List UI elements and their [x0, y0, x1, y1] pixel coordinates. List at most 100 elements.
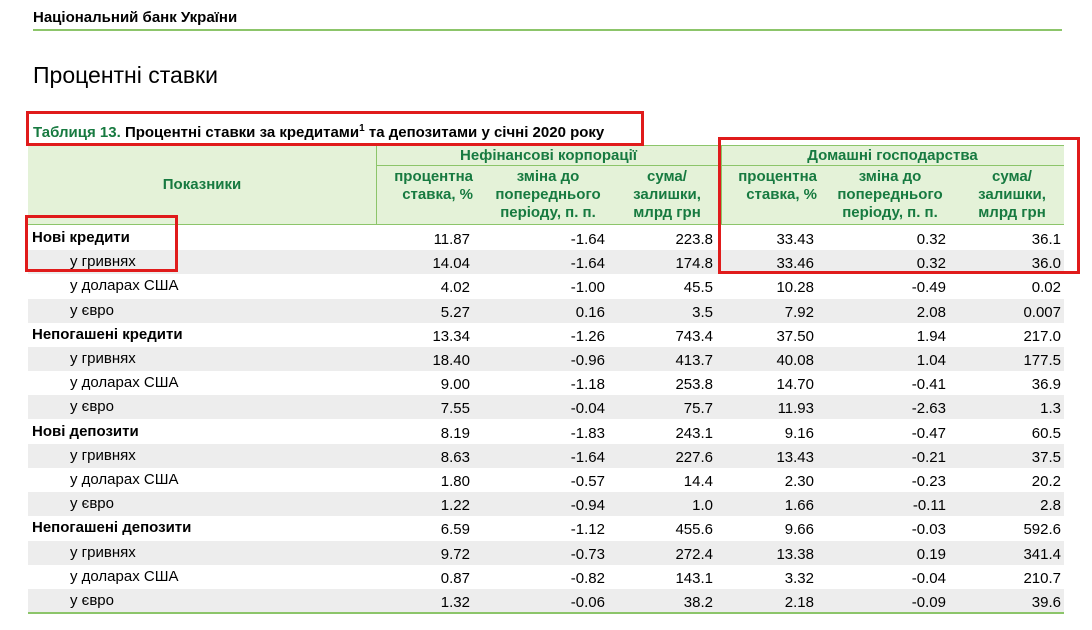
table-cell: 1.3 [1040, 400, 1061, 418]
table-row: у євро 5.27 0.16 3.5 7.92 2.08 0.007 [28, 298, 1064, 323]
table-cell: 7.55 [440, 400, 470, 418]
table-cell: 9.00 [440, 376, 470, 394]
table-cell: 1.0 [692, 497, 713, 515]
table-cell: 1.66 [784, 497, 814, 515]
table-cell: 14.04 [432, 255, 470, 273]
table-cell: -0.94 [570, 497, 605, 515]
column-header: сума/залишки, млрд грн [960, 168, 1064, 222]
table-cell: 0.16 [575, 303, 605, 321]
subcategory-label: у гривнях [70, 543, 136, 561]
table-cell: -1.64 [570, 448, 605, 466]
table-cell: 1.94 [916, 327, 946, 345]
table-cell: 33.46 [776, 255, 814, 273]
table-row: у доларах США 0.87 -0.82 143.1 3.32 -0.04 210.… [28, 565, 1064, 589]
subcategory-label: у євро [70, 398, 114, 416]
table-cell: 6.59 [440, 521, 470, 539]
table-cell: -1.64 [570, 255, 605, 273]
table-cell: -1.18 [570, 376, 605, 394]
table-cell: 143.1 [675, 569, 713, 587]
column-header-line: залишки, [978, 186, 1046, 203]
table-cell: 37.5 [1031, 448, 1061, 466]
subcategory-label: у гривнях [70, 446, 136, 464]
table-cell: 592.6 [1023, 521, 1061, 539]
table-cell: 1.04 [916, 352, 946, 369]
table-row: Непогашені депозити 6.59 -1.12 455.6 9.66 -0.… [28, 516, 1064, 540]
group-header-corporations: Нефінансові корпорації [460, 147, 637, 164]
table-cell: 253.8 [675, 376, 713, 394]
subcategory-label: у доларах США [70, 374, 179, 392]
column-header-line: сума/ [992, 168, 1032, 185]
column-header-line: попереднього [495, 186, 601, 203]
category-label: Непогашені кредити [32, 325, 183, 343]
table-cell: 14.70 [776, 376, 814, 394]
table-caption: Таблиця 13. Процентні ставки за кредитам… [33, 123, 604, 141]
table-cell: 0.32 [916, 255, 946, 273]
table-cell: -0.09 [911, 594, 946, 611]
subcategory-label: у доларах США [70, 277, 179, 295]
table-cell: 36.1 [1031, 231, 1061, 248]
header-divider [33, 29, 1062, 31]
column-header-line: зміна до [516, 168, 580, 185]
category-label: Нові кредити [32, 229, 130, 246]
table-row: у гривнях 18.40 -0.96 413.7 40.08 1.04 177.5 [28, 347, 1064, 371]
column-header-line: ставка, % [746, 186, 817, 203]
column-header-line: ставка, % [402, 186, 473, 203]
column-header-line: процентна [394, 168, 473, 185]
caption-highlight-box [26, 111, 644, 146]
subcategory-label: у доларах США [70, 471, 179, 488]
table-cell: 5.27 [440, 303, 470, 321]
table-column-header-band [28, 165, 1064, 224]
subcategory-label: у гривнях [70, 253, 136, 271]
table-cell: 20.2 [1031, 473, 1061, 490]
header-separator [376, 146, 377, 224]
table-cell: 210.7 [1023, 569, 1061, 587]
org-name: Національний банк України [33, 9, 238, 26]
table-cell: 45.5 [683, 279, 713, 297]
table-cell: 9.16 [784, 424, 814, 442]
table-cell: 1.22 [440, 497, 470, 515]
table-cell: 743.4 [675, 327, 713, 345]
table-cell: 39.6 [1031, 594, 1061, 611]
column-header-line: зміна до [858, 168, 922, 185]
column-header-line: млрд грн [633, 204, 701, 221]
column-header-line: попереднього [837, 186, 943, 203]
table-cell: 7.92 [784, 303, 814, 321]
table-cell: 272.4 [675, 545, 713, 563]
column-header-line: млрд грн [978, 204, 1046, 221]
table-cell: 413.7 [675, 352, 713, 369]
table-cell: 13.38 [776, 545, 814, 563]
column-header: процентна ставка, % [727, 168, 817, 204]
table-cell: 1.32 [440, 594, 470, 611]
table-cell: 0.007 [1023, 303, 1061, 321]
table-row: Непогашені кредити 13.34 -1.26 743.4 37.50 1.… [28, 323, 1064, 347]
table-cell: 3.5 [692, 303, 713, 321]
table-cell: 37.50 [776, 327, 814, 345]
table-cell: -0.06 [570, 594, 605, 611]
table-row: у доларах США 4.02 -1.00 45.5 10.28 -0.49 0.02 [28, 274, 1064, 298]
table-cell: -0.41 [911, 376, 946, 394]
table-cell: 2.18 [784, 594, 814, 611]
subcategory-label: у доларах США [70, 567, 179, 585]
table-row: Нові депозити 8.19 -1.83 243.1 9.16 -0.47 60.5 [28, 420, 1064, 444]
table-row: у гривнях 14.04 -1.64 174.8 33.46 0.32 36.0 [28, 250, 1064, 275]
table-row: у доларах США 1.80 -0.57 14.4 2.30 -0.23 20.2 [28, 468, 1064, 492]
table-cell: 33.43 [776, 231, 814, 248]
table-cell: -0.73 [570, 545, 605, 563]
table-cell: -1.12 [570, 521, 605, 539]
table-cell: 3.32 [784, 569, 814, 587]
table-cell: 13.34 [432, 327, 470, 345]
table-cell: 9.66 [784, 521, 814, 539]
table-cell: 8.19 [440, 424, 470, 442]
table-cell: 9.72 [440, 545, 470, 563]
table-cell: -0.21 [911, 448, 946, 466]
table-cell: 38.2 [683, 594, 713, 611]
table-row: у євро 1.22 -0.94 1.0 1.66 -0.11 2.8 [28, 492, 1064, 517]
table-cell: 18.40 [432, 352, 470, 369]
table-cell: -0.47 [911, 424, 946, 442]
table-caption-number: Таблиця 13. [33, 124, 121, 141]
table-cell: 0.02 [1031, 279, 1061, 297]
table-cell: 14.4 [683, 473, 713, 490]
column-header: сума/залишки, млрд грн [615, 168, 719, 222]
table-cell: 2.8 [1040, 497, 1061, 515]
new-loans-highlight-box [25, 215, 178, 272]
